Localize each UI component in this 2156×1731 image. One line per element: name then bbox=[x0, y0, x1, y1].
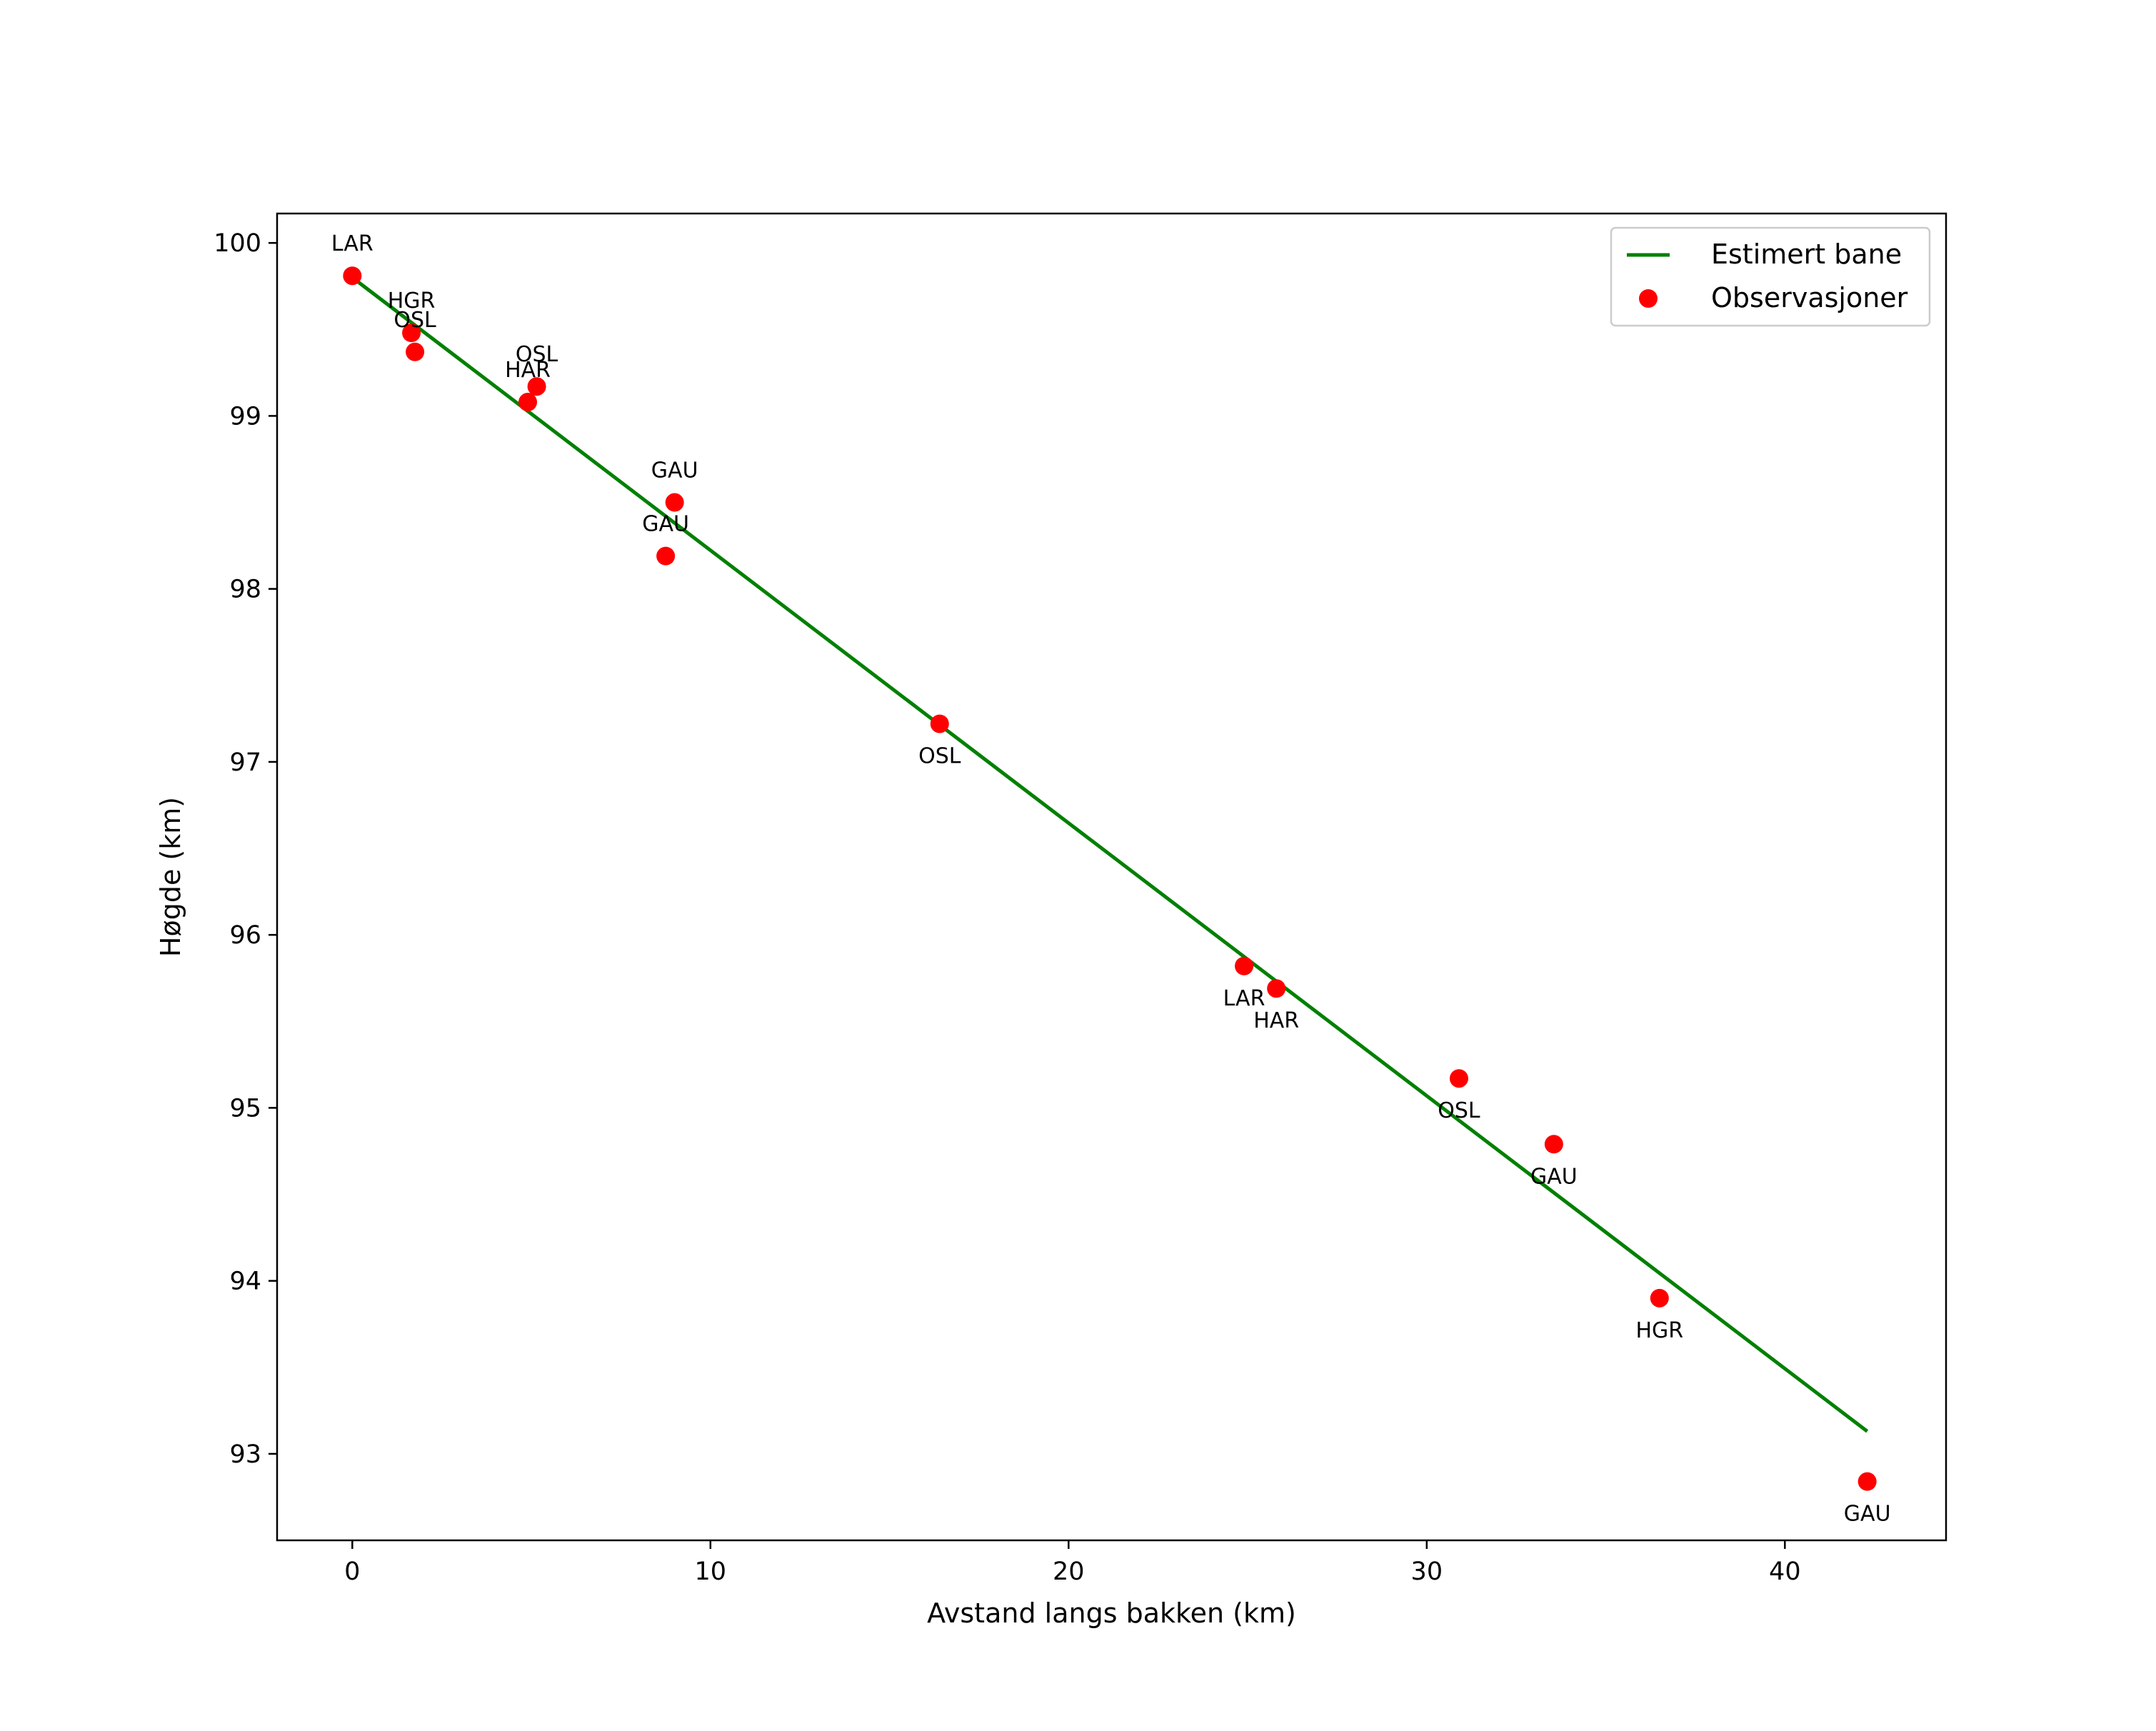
y-tick-label: 94 bbox=[229, 1268, 261, 1296]
observation-point bbox=[343, 266, 362, 286]
observation-label: GAU bbox=[642, 512, 689, 537]
y-axis-label: Høgde (km) bbox=[155, 797, 186, 957]
legend-label-line: Estimert bane bbox=[1711, 239, 1902, 270]
x-tick-label: 20 bbox=[1053, 1557, 1085, 1586]
axis-ticks: 0 10 20 30 40 93 94 95 96 97 98 99 100 bbox=[214, 229, 1800, 1586]
plot-area-frame bbox=[276, 212, 1947, 1542]
y-tick-label: 100 bbox=[214, 229, 261, 258]
y-tick-label: 93 bbox=[229, 1440, 261, 1469]
observation-label: HAR bbox=[1253, 1008, 1299, 1033]
observation-point bbox=[1449, 1069, 1468, 1088]
observation-point bbox=[665, 493, 684, 512]
observation-point bbox=[1857, 1472, 1877, 1491]
observation-point bbox=[402, 323, 421, 343]
plot-layer: LARHGROSLOSLHARGAUGAUOSLLARHAROSLGAUHGRG… bbox=[331, 231, 1891, 1526]
x-tick-label: 10 bbox=[695, 1557, 727, 1586]
observation-point bbox=[656, 546, 676, 566]
legend-marker-swatch bbox=[1639, 289, 1658, 308]
observation-label: GAU bbox=[1530, 1164, 1578, 1189]
observation-label: OSL bbox=[516, 342, 558, 367]
y-tick-label: 99 bbox=[229, 402, 261, 431]
legend: Estimert bane Observasjoner bbox=[1610, 226, 1931, 327]
x-tick-label: 40 bbox=[1769, 1557, 1801, 1586]
observation-point bbox=[1267, 979, 1286, 998]
legend-label-scatter: Observasjoner bbox=[1711, 282, 1908, 313]
observation-point bbox=[1544, 1135, 1563, 1154]
y-tick-label: 97 bbox=[229, 748, 261, 777]
observation-label: HAR bbox=[505, 358, 551, 383]
observation-point bbox=[406, 342, 425, 361]
trajectory-line bbox=[351, 276, 1869, 1433]
observation-point bbox=[1235, 956, 1254, 975]
x-tick-label: 30 bbox=[1411, 1557, 1443, 1586]
observation-label: OSL bbox=[393, 308, 436, 333]
y-tick-label: 95 bbox=[229, 1094, 261, 1123]
observation-label: GAU bbox=[651, 458, 698, 483]
y-tick-label: 96 bbox=[229, 921, 261, 950]
observation-label: LAR bbox=[1223, 986, 1265, 1011]
legend-box bbox=[1610, 226, 1931, 327]
observation-label: HGR bbox=[1635, 1318, 1683, 1343]
observation-label: OSL bbox=[918, 744, 961, 769]
x-tick-label: 0 bbox=[344, 1557, 360, 1586]
observation-label: LAR bbox=[331, 231, 373, 256]
y-tick-label: 98 bbox=[229, 576, 261, 604]
observation-point bbox=[1650, 1288, 1669, 1308]
x-axis-label: Avstand langs bakken (km) bbox=[927, 1597, 1296, 1629]
observation-label: OSL bbox=[1438, 1098, 1480, 1123]
observation-point bbox=[527, 377, 546, 396]
observation-point bbox=[930, 714, 949, 733]
observation-label: HGR bbox=[388, 288, 436, 313]
observation-label: GAU bbox=[1844, 1502, 1891, 1527]
observation-point bbox=[518, 393, 538, 412]
